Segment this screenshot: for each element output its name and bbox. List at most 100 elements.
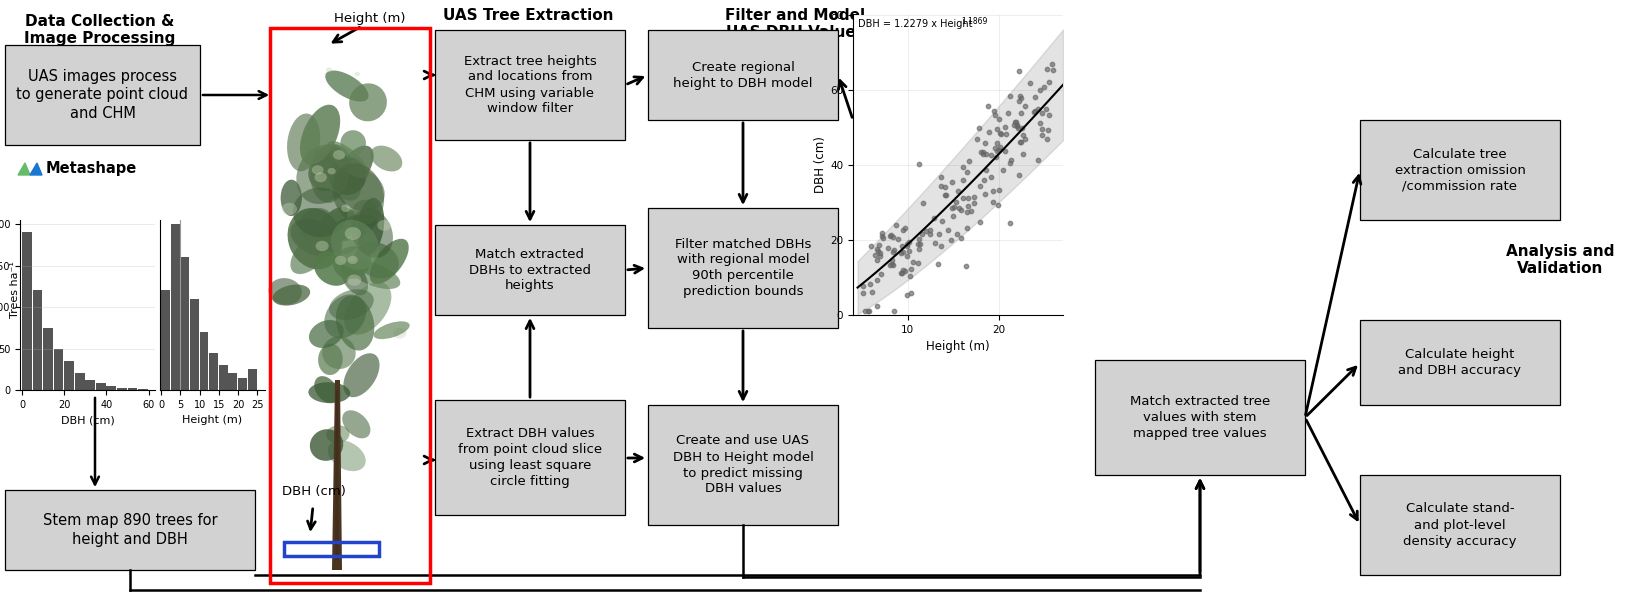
Point (1024, 155, 1050, 165)
Point (907, 160, 933, 169)
Point (932, 182, 958, 191)
Ellipse shape (280, 180, 301, 216)
Ellipse shape (300, 208, 334, 243)
Point (1034, 64, 1060, 74)
FancyBboxPatch shape (5, 45, 201, 145)
Point (958, 206, 984, 216)
Point (1017, 78, 1044, 88)
Point (1022, 106, 1049, 116)
FancyBboxPatch shape (435, 225, 625, 315)
Point (1002, 117, 1029, 127)
Point (969, 149, 996, 159)
Point (1021, 107, 1047, 117)
Point (909, 229, 935, 239)
Point (897, 264, 923, 273)
Point (894, 290, 920, 300)
Ellipse shape (356, 242, 398, 278)
Ellipse shape (347, 275, 362, 286)
Point (887, 249, 914, 258)
Bar (95, 384, 105, 390)
Ellipse shape (309, 320, 344, 348)
Point (1004, 120, 1030, 130)
Text: UAS images process
to generate point cloud
and CHM: UAS images process to generate point clo… (16, 69, 189, 121)
Point (869, 228, 895, 238)
Ellipse shape (323, 336, 356, 369)
Point (869, 231, 895, 241)
Text: Filter matched DBHs
with regional model
90th percentile
prediction bounds: Filter matched DBHs with regional model … (675, 238, 811, 298)
Point (969, 148, 996, 157)
Point (889, 268, 915, 278)
Point (1007, 93, 1034, 102)
Ellipse shape (328, 214, 377, 241)
Ellipse shape (290, 219, 341, 257)
Bar (138, 389, 148, 390)
Ellipse shape (351, 208, 393, 258)
Text: Calculate tree
extraction omission
/commission rate: Calculate tree extraction omission /comm… (1394, 148, 1526, 192)
Point (996, 159, 1022, 168)
Text: DBH = 1.2279 x Height: DBH = 1.2279 x Height (858, 19, 973, 29)
Point (889, 269, 915, 278)
Point (981, 110, 1007, 119)
Point (988, 143, 1014, 152)
Point (986, 129, 1012, 139)
Point (1011, 130, 1037, 140)
Point (940, 177, 966, 186)
Point (950, 163, 976, 172)
Ellipse shape (326, 425, 349, 443)
Ellipse shape (293, 188, 347, 237)
Point (943, 229, 969, 238)
Ellipse shape (314, 251, 351, 286)
Ellipse shape (357, 198, 384, 255)
Point (910, 198, 937, 208)
Text: Create regional
height to DBH model: Create regional height to DBH model (673, 60, 813, 90)
Text: Match extracted
DBHs to extracted
heights: Match extracted DBHs to extracted height… (469, 247, 591, 292)
Ellipse shape (288, 208, 342, 269)
Point (1029, 108, 1055, 118)
Polygon shape (18, 163, 30, 175)
FancyBboxPatch shape (1360, 475, 1560, 575)
FancyBboxPatch shape (5, 490, 255, 570)
Point (928, 172, 955, 182)
Ellipse shape (354, 72, 360, 76)
Point (867, 249, 894, 258)
Point (984, 146, 1011, 155)
Point (1035, 77, 1062, 87)
Text: 1.1869: 1.1869 (961, 17, 988, 26)
Ellipse shape (296, 145, 351, 204)
Point (925, 260, 951, 269)
Point (978, 151, 1004, 160)
Point (1012, 101, 1039, 111)
Bar (33, 290, 43, 390)
Point (1009, 149, 1035, 159)
Ellipse shape (273, 284, 309, 306)
Point (993, 123, 1019, 132)
Bar (247, 369, 257, 390)
Point (863, 250, 889, 260)
Ellipse shape (349, 83, 387, 122)
Text: Extract DBH values
from point cloud slice
using least square
circle fitting: Extract DBH values from point cloud slic… (458, 427, 602, 488)
Point (953, 168, 979, 177)
Bar (209, 353, 217, 390)
Point (928, 241, 955, 250)
Ellipse shape (314, 172, 328, 182)
Point (1040, 65, 1067, 75)
Ellipse shape (347, 260, 400, 289)
Bar (117, 388, 127, 390)
Bar (199, 332, 209, 390)
Point (1001, 120, 1027, 129)
Point (905, 240, 932, 249)
Point (889, 225, 915, 235)
Text: Extract tree heights
and locations from
CHM using variable
window filter: Extract tree heights and locations from … (464, 54, 596, 116)
Point (907, 244, 933, 254)
Point (983, 152, 1009, 162)
Text: Metashape: Metashape (46, 162, 137, 177)
Point (981, 197, 1007, 206)
Point (1025, 104, 1052, 114)
Point (864, 246, 890, 256)
Point (955, 201, 981, 211)
Ellipse shape (341, 130, 365, 155)
Ellipse shape (316, 241, 329, 251)
Ellipse shape (370, 239, 408, 284)
Ellipse shape (324, 294, 367, 338)
Point (1001, 117, 1027, 127)
